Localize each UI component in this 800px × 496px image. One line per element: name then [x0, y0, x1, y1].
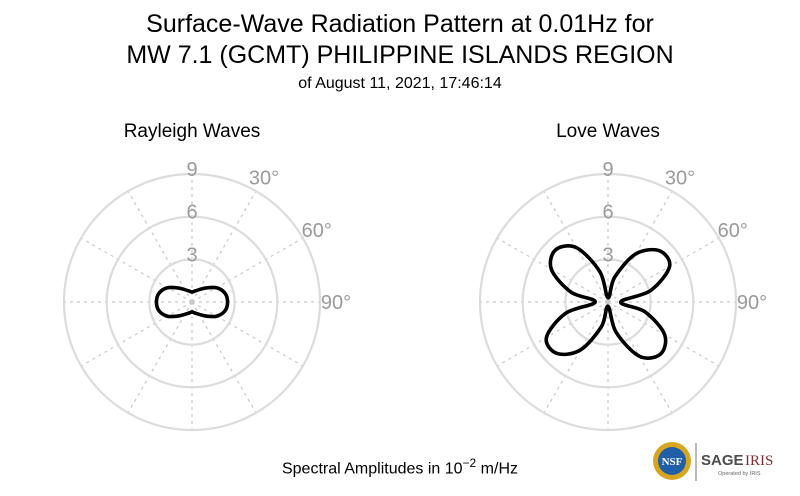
chart1-data-point-5: [224, 292, 226, 294]
chart1-r-tick-label-2: 6: [186, 202, 197, 224]
chart2-data-point-16: [545, 336, 548, 339]
chart2-angle-label-3: 90°: [737, 292, 767, 314]
chart2-r-tick-label-3: 9: [602, 159, 613, 181]
caption-unit: m/Hz: [476, 460, 518, 478]
nsf-seal-icon: NSF: [653, 442, 691, 480]
chart1-data-point-21: [177, 287, 179, 289]
chart2-data-point-2: [634, 253, 637, 255]
chart2-data-point-22: [575, 247, 578, 249]
chart2-data-point-6: [620, 301, 622, 303]
chart1-spoke-150: [191, 301, 257, 414]
chart2-data-point-7: [644, 311, 646, 313]
chart2-data-point-13: [600, 325, 603, 328]
chart2-spoke-210: [543, 301, 609, 414]
chart2-grid-circle-1: [564, 258, 652, 346]
chart1-data-point-20: [166, 286, 169, 289]
chart2-data-point-15: [555, 352, 558, 355]
chart1-data-point-23: [188, 290, 190, 292]
iris-wordmark: IRIS: [745, 453, 773, 469]
chart2-r-tick-label-1: 3: [602, 244, 613, 266]
chart1-angle-label-1: 30°: [249, 167, 279, 189]
chart1-data-point-15: [177, 315, 179, 317]
chart2-spoke-30: [607, 190, 673, 303]
chart2-data-point-21: [554, 248, 557, 251]
amplitude-caption: Spectral Amplitudes in 10−2 m/Hz: [0, 456, 800, 478]
chart2-spoke-60: [607, 237, 720, 303]
caption-text: Spectral Amplitudes in: [281, 460, 445, 478]
chart2-title: Love Waves: [556, 121, 660, 142]
chart1-title: Rayleigh Waves: [124, 121, 261, 142]
chart2-data-point-3: [658, 249, 661, 252]
chart1-spoke-300: [80, 237, 193, 303]
nsf-seal-text: NSF: [662, 456, 683, 468]
chart1-data-point-22: [184, 288, 186, 291]
chart1-spoke-210: [127, 301, 193, 414]
chart-title-line1: Surface-Wave Radiation Pattern at 0.01Hz…: [146, 10, 654, 38]
chart2-data-point-17: [564, 312, 567, 315]
chart1-data-point-10: [198, 313, 200, 316]
chart2-angle-label-2: 60°: [718, 220, 748, 242]
chart1-data-point-1: [194, 290, 196, 292]
chart1-data-point-19: [158, 292, 160, 294]
chart2-data-point-14: [579, 349, 582, 351]
chart1-data-point-14: [184, 313, 186, 316]
chart1-data-point-16: [166, 315, 169, 318]
caption-exponent: −2: [462, 456, 477, 470]
chart1-data-point-8: [215, 315, 218, 318]
chart2-data-point-4: [668, 265, 671, 268]
sage-wordmark: SAGE: [701, 452, 744, 469]
chart1-data-point-17: [158, 310, 160, 312]
chart2-spoke-240: [496, 301, 609, 367]
chart2-r-tick-label-2: 6: [602, 202, 613, 224]
chart2-data-point-1: [613, 276, 616, 279]
caption-base: 10: [444, 460, 463, 478]
chart2-angle-label-1: 30°: [665, 167, 695, 189]
chart2-data-point-20: [550, 268, 553, 271]
chart2-data-point-5: [649, 289, 652, 292]
chart2-data-point-12: [607, 305, 609, 308]
chart1-r-tick-label-3: 9: [186, 159, 197, 181]
chart1-grid-circle-3: [62, 172, 322, 432]
chart1-r-tick-label-1: 3: [186, 244, 197, 266]
chart1-data-point-3: [205, 287, 207, 289]
chart1-data-point-11: [194, 312, 196, 314]
chart1-data-point-2: [198, 288, 200, 291]
chart2-data-point-0: [607, 296, 609, 299]
chart1-data-point-6: [226, 301, 229, 303]
chart1-spoke-30: [191, 190, 257, 303]
chart1-spoke-240: [80, 301, 193, 367]
chart1-data-point-7: [224, 310, 226, 312]
chart2-data-point-23: [599, 270, 601, 273]
chart1-grid-circle-2: [105, 215, 279, 389]
chart2-grid-circle-2: [521, 215, 695, 389]
chart1-grid-circle-1: [148, 258, 236, 346]
chart1-angle-label-3: 90°: [321, 292, 351, 314]
chart2-grid-circle-3: [478, 172, 738, 432]
chart2-data-point-10: [638, 355, 641, 357]
chart2-data-point-8: [663, 333, 666, 336]
chart1-data-point-18: [155, 301, 158, 303]
chart1-data-point-13: [188, 312, 190, 314]
chart1-spoke-120: [191, 301, 304, 367]
chart2-data-point-9: [659, 353, 662, 356]
nsf-sage-iris-logo: NSF SAGE IRIS Operated by IRIS: [653, 442, 773, 481]
chart2-data-point-18: [594, 301, 596, 303]
chart-title-line2: MW 7.1 (GCMT) PHILIPPINE ISLANDS REGION: [126, 41, 674, 69]
chart1-data-point-4: [215, 286, 218, 289]
chart1-angle-label-2: 60°: [302, 220, 332, 242]
chart1-data-point-0: [191, 291, 193, 293]
chart2-data-point-11: [615, 331, 617, 334]
chart-subtitle: of August 11, 2021, 17:46:14: [298, 75, 502, 92]
chart1-spoke-60: [191, 237, 304, 303]
chart2-data-point-19: [570, 291, 572, 293]
operated-by-text: Operated by IRIS: [718, 471, 761, 477]
chart1-data-point-9: [205, 315, 207, 317]
chart1-data-point-12: [191, 311, 193, 313]
chart1-spoke-330: [127, 190, 193, 303]
